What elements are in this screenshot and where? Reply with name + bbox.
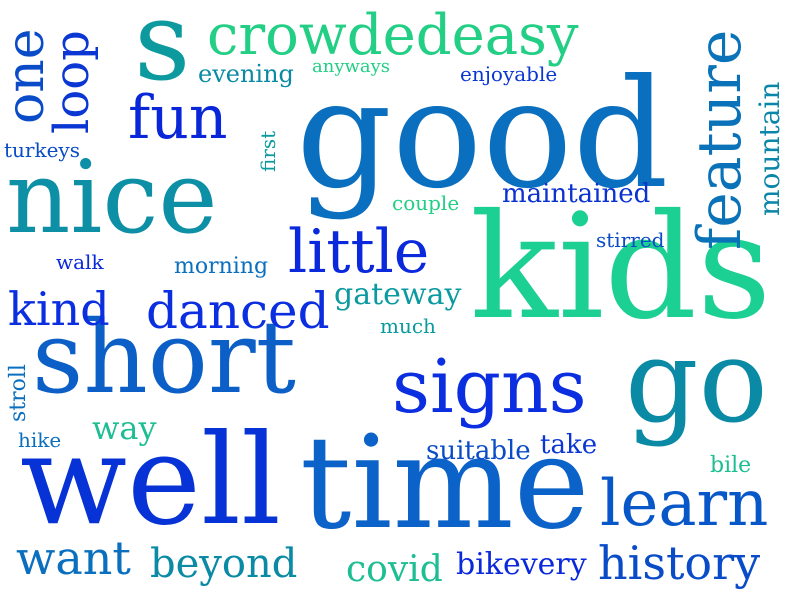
word-walk: walk	[56, 250, 104, 274]
word-stroll: stroll	[6, 364, 31, 422]
word-loop: loop	[44, 30, 100, 134]
word-way: way	[92, 409, 157, 447]
word-morning: morning	[174, 254, 269, 279]
word-good: good	[296, 48, 669, 222]
word-bikevery: bikevery	[456, 547, 587, 582]
word-nice: nice	[6, 139, 218, 256]
word-want: want	[16, 531, 131, 585]
word-couple: couple	[392, 191, 460, 215]
word-anyways: anyways	[312, 56, 391, 77]
word-bile: bile	[710, 453, 752, 478]
word-maintained: maintained	[502, 179, 651, 209]
word-beyond: beyond	[150, 541, 298, 587]
word-stirred: stirred	[596, 228, 665, 252]
word-first: first	[256, 130, 280, 172]
word-enjoyable: enjoyable	[460, 62, 558, 86]
word-fun: fun	[128, 83, 228, 153]
word-history: feature	[685, 29, 755, 250]
word-go: go	[625, 315, 768, 449]
word-s: s	[134, 0, 191, 105]
word-turkeys: turkeys	[4, 138, 80, 162]
word-little: little	[288, 217, 430, 287]
word-gateway: gateway	[334, 277, 462, 312]
word-time: time	[300, 409, 590, 558]
word-take: take	[540, 430, 598, 460]
word-kids: kids	[470, 183, 772, 352]
word-mountain: mountain	[753, 81, 786, 216]
word-danced: danced	[146, 282, 330, 340]
word-learn: learn	[600, 467, 769, 541]
word-crowdedeasy: crowdedeasy	[207, 3, 579, 68]
word-covid: covid	[346, 549, 443, 590]
word-well: well	[20, 408, 281, 553]
word-much: much	[380, 314, 436, 338]
word-short: short	[32, 299, 296, 416]
word-evening: evening	[198, 60, 294, 88]
word-signs: signs	[392, 344, 587, 430]
word-hike: hike	[18, 428, 62, 452]
word-suitable: suitable	[426, 436, 531, 466]
word-kind: kind	[8, 282, 110, 336]
word-feature: history	[598, 536, 761, 590]
